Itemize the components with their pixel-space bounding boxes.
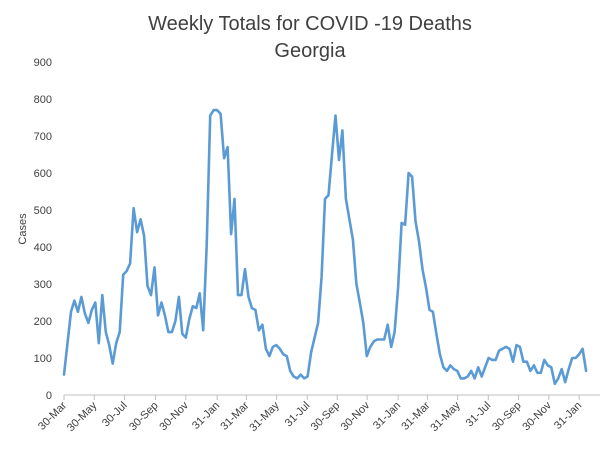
x-tick-label: 30-Sep [309, 400, 343, 434]
y-tick-label: 700 [34, 131, 52, 143]
x-tick-label: 31-Jan [552, 400, 584, 432]
x-tick-label: 30-Nov [339, 399, 373, 433]
x-tick-label: 30-Sep [127, 400, 161, 434]
x-tick-label: 31-Mar [218, 399, 251, 432]
y-tick-label: 800 [34, 94, 52, 106]
x-tick-label: 30-Nov [157, 399, 191, 433]
x-tick-label: 30-May [65, 399, 100, 434]
chart-subtitle: Georgia [274, 40, 346, 62]
y-axis: 0 100 200 300 400 500 600 700 800 900 [34, 57, 52, 402]
x-tick-label: 31-May [428, 399, 463, 434]
y-axis-label: Cases [17, 213, 29, 245]
x-tick-label: 31-Jan [371, 400, 403, 432]
y-tick-label: 400 [34, 242, 52, 254]
series-group [62, 108, 588, 386]
chart-title: Weekly Totals for COVID -19 Deaths [148, 13, 472, 35]
x-tick-label: 31-Jan [190, 400, 222, 432]
y-tick-label: 0 [46, 390, 52, 402]
y-tick-label: 100 [34, 353, 52, 365]
x-tick-label: 31-May [247, 399, 282, 434]
x-tick-label: 30-Nov [520, 399, 554, 433]
series-line [62, 108, 588, 386]
y-tick-label: 900 [34, 57, 52, 69]
y-tick-label: 500 [34, 205, 52, 217]
y-tick-label: 300 [34, 279, 52, 291]
y-tick-label: 600 [34, 168, 52, 180]
x-tick-label: 31-Mar [399, 399, 432, 432]
x-tick-label: 30-Mar [36, 399, 69, 432]
x-tick-label: 30-Jul [100, 400, 130, 430]
x-tick-label: 30-Sep [490, 400, 524, 434]
y-tick-label: 200 [34, 316, 52, 328]
